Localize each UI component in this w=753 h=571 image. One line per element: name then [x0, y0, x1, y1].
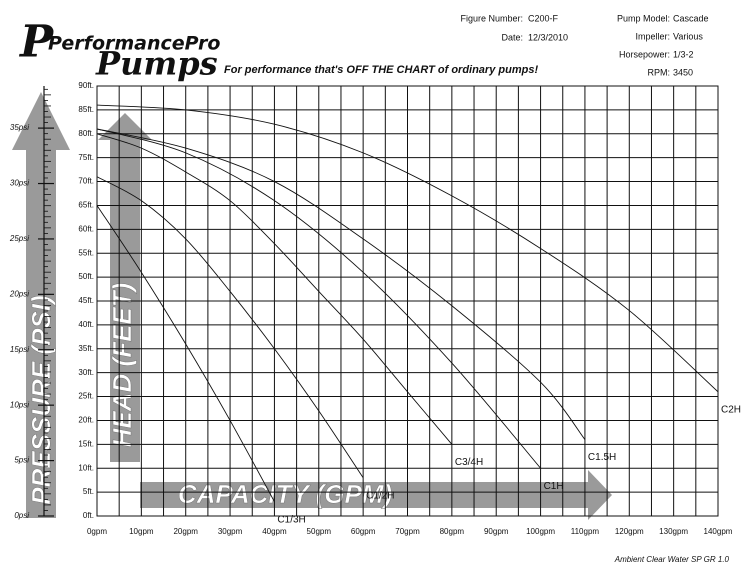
curve-label: C2H — [721, 404, 741, 415]
field-label: Impeller: — [635, 31, 670, 41]
field-label: Figure Number: — [460, 13, 523, 23]
x-tick-label: 50gpm — [307, 527, 332, 536]
y2-tick-label: 35psi — [10, 123, 29, 132]
curve — [96, 104, 719, 393]
y-tick-label: 55ft. — [78, 248, 94, 257]
y2-tick-label: 25psi — [9, 234, 29, 243]
product: Pumps — [95, 45, 218, 83]
y-tick-label: 30ft. — [78, 368, 94, 377]
x-tick-label: 80gpm — [440, 527, 465, 536]
y2-tick-label: 20psi — [9, 289, 29, 298]
curve-label: C1/3H — [277, 514, 305, 525]
y-tick-label: 20ft. — [78, 416, 94, 425]
y-tick-label: 85ft. — [78, 105, 94, 114]
x-tick-label: 30gpm — [218, 527, 243, 536]
y-tick-label: 50ft. — [78, 272, 94, 281]
y-tick-label: 10ft. — [78, 463, 94, 472]
x-tick-label: 140gpm — [704, 527, 733, 536]
x-tick-label: 0gpm — [87, 527, 107, 536]
field-value: Various — [673, 31, 703, 41]
plot-frame — [96, 85, 719, 517]
curve-label: C3/4H — [455, 457, 483, 468]
y2-axis-label: PRESSURE (PSI) — [26, 295, 56, 505]
x-tick-label: 70gpm — [395, 527, 420, 536]
y-tick-label: 35ft. — [78, 344, 94, 353]
capacity-arrow — [140, 470, 612, 520]
curve-label: C1/2H — [366, 490, 394, 501]
y-tick-label: 0ft. — [83, 511, 94, 520]
x-tick-label: 60gpm — [351, 527, 376, 536]
curve — [96, 176, 364, 479]
x-tick-label: 110gpm — [571, 527, 600, 536]
field-value: 1/3-2 — [673, 49, 694, 59]
field-value: 12/3/2010 — [528, 32, 568, 42]
y2-tick-label: 30psi — [10, 179, 29, 188]
x-tick-label: 90gpm — [484, 527, 509, 536]
y-tick-label: 65ft. — [78, 201, 94, 210]
head-arrow — [98, 113, 152, 462]
brand-initial: P — [18, 17, 55, 68]
x-tick-label: 130gpm — [659, 527, 688, 536]
x-tick-label: 120gpm — [615, 527, 644, 536]
curve-label: C1.5H — [588, 452, 616, 463]
y-tick-label: 75ft. — [78, 153, 94, 162]
field-label: RPM: — [648, 67, 671, 77]
tagline: For performance that's OFF THE CHART of … — [224, 64, 538, 76]
brand: PerformancePro — [48, 33, 220, 55]
curve-label: C1H — [544, 481, 564, 492]
pressure-arrow — [12, 92, 70, 518]
y-axis-label: HEAD (FEET) — [107, 283, 137, 448]
y2-tick-label: 10psi — [10, 400, 29, 409]
field-label: Pump Model: — [617, 13, 670, 23]
x-tick-label: 20gpm — [173, 527, 198, 536]
y-tick-label: 60ft. — [78, 224, 94, 233]
y-tick-label: 90ft. — [78, 81, 94, 90]
y2-tick-label: 0psi — [14, 511, 29, 520]
x-tick-label: 100gpm — [526, 527, 555, 536]
x-axis-label: CAPACITY (GPM) — [178, 479, 392, 509]
y2-tick-label: 15psi — [10, 345, 29, 354]
field-value: Cascade — [673, 13, 709, 23]
x-tick-label: 40gpm — [262, 527, 287, 536]
y2-tick-label: 5psi — [14, 456, 29, 465]
y-tick-label: 25ft. — [78, 392, 94, 401]
field-label: Date: — [501, 32, 523, 42]
y-tick-label: 45ft. — [78, 296, 94, 305]
curve — [96, 128, 586, 440]
y-tick-label: 80ft. — [78, 129, 94, 138]
field-value: C200-F — [528, 13, 559, 23]
curve — [96, 205, 275, 502]
y-tick-label: 5ft. — [83, 487, 94, 496]
x-tick-label: 10gpm — [129, 527, 154, 536]
arrows — [12, 92, 612, 520]
curve — [96, 133, 453, 445]
footer: Ambient Clear Water SP GR 1.0 — [614, 555, 730, 564]
y-tick-label: 70ft. — [78, 177, 94, 186]
field-label: Horsepower: — [619, 49, 670, 59]
y-tick-label: 15ft. — [78, 439, 94, 448]
field-value: 3450 — [673, 67, 693, 77]
curve — [96, 128, 541, 469]
y-tick-label: 40ft. — [78, 320, 94, 329]
